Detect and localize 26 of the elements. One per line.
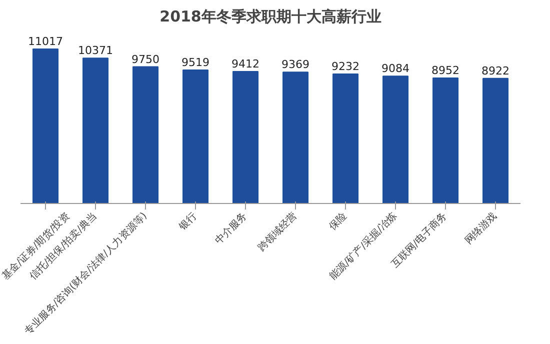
bar	[282, 72, 308, 204]
bar	[432, 77, 458, 204]
data-label: 8952	[432, 64, 460, 77]
bar	[182, 70, 208, 204]
bar	[32, 48, 58, 204]
x-tick-label: 网络游戏	[462, 210, 500, 247]
data-label: 9232	[332, 60, 360, 74]
x-tick-label: 银行	[176, 210, 200, 234]
x-tick-label: 保险	[326, 210, 350, 233]
data-label: 9412	[232, 58, 260, 71]
x-tick-label: 中介服务	[212, 210, 250, 247]
data-label: 9750	[132, 52, 160, 66]
bar	[382, 76, 408, 204]
data-label: 9369	[282, 58, 310, 72]
bar	[332, 74, 358, 204]
chart-title: 2018年冬季求职期十大高薪行业	[160, 8, 382, 26]
data-label: 8922	[482, 64, 510, 78]
x-tick-label: 跨领域经营	[256, 210, 300, 254]
bar	[482, 78, 508, 204]
data-label: 9519	[182, 56, 210, 70]
data-label: 11017	[28, 35, 64, 48]
bar	[232, 71, 258, 204]
bar	[82, 58, 108, 204]
data-label: 10371	[78, 44, 114, 58]
bar	[132, 66, 158, 204]
data-label: 9084	[382, 62, 410, 76]
